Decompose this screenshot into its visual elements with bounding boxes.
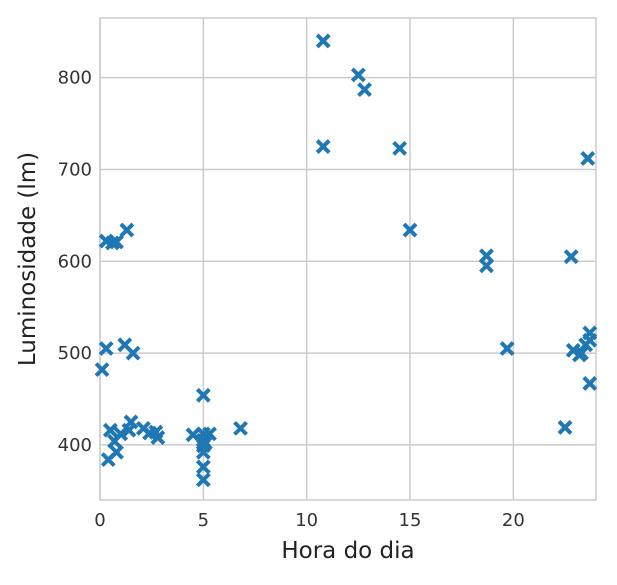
data-point bbox=[195, 459, 211, 475]
data-point bbox=[479, 258, 494, 274]
data-point bbox=[195, 472, 211, 488]
y-tick-label: 800 bbox=[58, 68, 92, 89]
plot-frame bbox=[99, 17, 597, 501]
x-tick-label: 0 bbox=[94, 510, 105, 531]
data-point bbox=[98, 341, 114, 356]
y-tick-label: 500 bbox=[58, 343, 92, 364]
data-point bbox=[392, 140, 408, 156]
x-axis-label: Hora do dia bbox=[281, 538, 414, 564]
data-point bbox=[582, 375, 598, 391]
data-point bbox=[582, 325, 598, 341]
y-tick-label: 600 bbox=[58, 251, 92, 272]
data-points bbox=[94, 33, 598, 488]
x-tick-label: 15 bbox=[399, 510, 422, 531]
grid-lines bbox=[99, 18, 596, 500]
data-point bbox=[197, 435, 213, 451]
y-tick-label: 700 bbox=[58, 159, 92, 180]
y-tick-label: 400 bbox=[58, 435, 92, 456]
data-point bbox=[125, 345, 141, 361]
x-tick-label: 5 bbox=[198, 510, 209, 531]
data-point bbox=[123, 414, 139, 430]
x-tick-label: 20 bbox=[502, 510, 525, 531]
data-point bbox=[557, 420, 573, 435]
data-point bbox=[315, 139, 331, 154]
data-point bbox=[402, 222, 418, 238]
data-point bbox=[563, 249, 579, 265]
data-point bbox=[119, 222, 135, 238]
data-point bbox=[202, 426, 217, 442]
y-axis-label: Luminosidade (lm) bbox=[15, 152, 41, 366]
data-point bbox=[102, 422, 118, 438]
x-tick-labels: 0 5 10 15 20 bbox=[94, 510, 525, 531]
data-point bbox=[104, 235, 120, 251]
data-point bbox=[150, 430, 166, 445]
data-point bbox=[109, 444, 124, 460]
data-point bbox=[350, 67, 366, 83]
data-point bbox=[195, 387, 211, 403]
data-point bbox=[109, 234, 124, 250]
data-point bbox=[113, 426, 129, 442]
data-point bbox=[574, 345, 589, 361]
data-point bbox=[233, 420, 248, 436]
y-tick-labels: 400 500 600 700 800 bbox=[58, 68, 92, 456]
data-point bbox=[94, 362, 110, 378]
data-point bbox=[499, 341, 515, 356]
x-tick-label: 10 bbox=[295, 510, 318, 531]
data-point bbox=[357, 82, 372, 98]
data-point bbox=[315, 33, 331, 49]
data-point bbox=[580, 151, 596, 166]
